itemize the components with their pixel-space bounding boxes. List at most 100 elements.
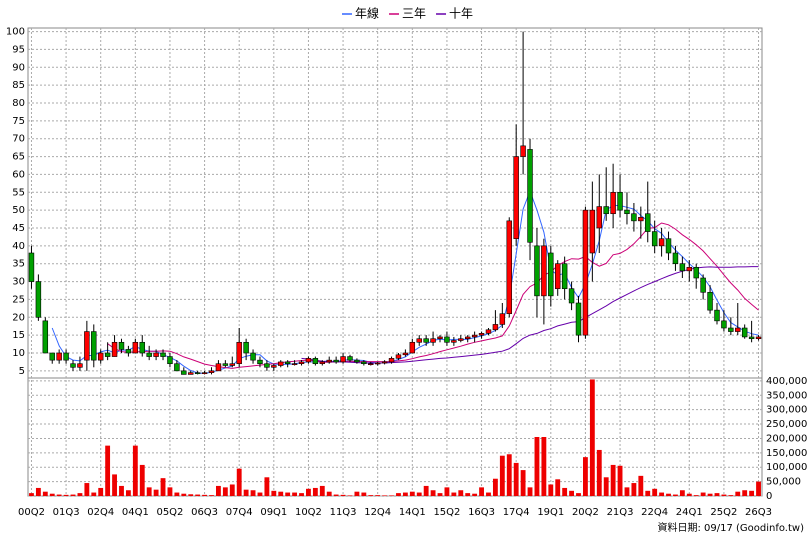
volume-bar — [292, 492, 298, 496]
volume-bar — [63, 494, 69, 496]
candle-body — [257, 359, 263, 365]
volume-bar — [347, 495, 353, 496]
candle-body — [541, 245, 547, 297]
volume-bar — [416, 492, 422, 496]
y-tick-label: 10 — [12, 348, 25, 359]
volume-bar — [548, 484, 554, 496]
volume-bar — [340, 494, 346, 496]
candle-body — [194, 372, 201, 375]
x-tick-label: 26Q3 — [745, 507, 772, 518]
candle-body — [139, 341, 145, 354]
candle-body — [638, 216, 644, 222]
candle-body — [575, 302, 582, 336]
candle-body — [354, 359, 360, 363]
candle-body — [208, 370, 215, 373]
y-tick-label: 65 — [12, 152, 25, 163]
candle-body — [97, 352, 104, 361]
volume-bar — [312, 487, 318, 496]
volume-bar — [693, 495, 699, 496]
volume-bar — [534, 437, 540, 496]
candle-body — [651, 231, 658, 247]
candle-body — [582, 209, 589, 336]
candle-body — [728, 327, 734, 332]
candle-body — [70, 363, 76, 368]
volume-bar — [160, 478, 166, 496]
volume-bar — [756, 481, 761, 496]
volume-bar — [652, 488, 658, 496]
candle-body — [658, 238, 665, 247]
volume-bar — [243, 489, 249, 496]
y-tick-label: 5 — [19, 366, 25, 377]
volume-bar — [513, 462, 519, 496]
candle-body — [291, 363, 298, 366]
candle-body — [451, 340, 457, 343]
candle-body — [77, 363, 83, 368]
volume-bar — [617, 465, 623, 496]
x-tick-label: 14Q1 — [399, 507, 426, 518]
y-tick-label: 70 — [12, 134, 25, 145]
candle-body — [236, 341, 242, 365]
volume-bar — [285, 492, 291, 496]
candle-body — [755, 336, 762, 340]
volume-bar — [333, 494, 339, 496]
volume-bar — [576, 493, 581, 496]
candle-body — [430, 338, 436, 343]
candle-body — [56, 352, 62, 361]
candle-body — [534, 245, 540, 297]
volume-bar — [375, 495, 381, 496]
volume-bar — [506, 454, 512, 496]
y-tick-label: 15 — [12, 330, 25, 341]
candle-body — [181, 370, 187, 375]
x-tick-label: 04Q1 — [122, 507, 149, 518]
candle-body — [686, 266, 693, 272]
volume-bar — [423, 485, 429, 496]
y-tick-label: 30 — [12, 277, 25, 288]
volume-bar — [278, 491, 284, 496]
volume-bar — [271, 490, 277, 496]
volume-bar — [624, 487, 630, 496]
candle-body — [118, 341, 125, 350]
candle-body — [471, 334, 478, 338]
candle-body — [561, 263, 568, 290]
volume-bar — [174, 492, 180, 496]
volume-bar — [42, 491, 48, 496]
candle-body — [478, 333, 485, 336]
candle-body — [665, 238, 672, 254]
x-tick-label: 21Q3 — [607, 507, 634, 518]
volume-bar — [84, 483, 90, 496]
y-tick-label: 95 — [12, 44, 25, 55]
candle-body — [305, 358, 312, 363]
candle-body — [271, 365, 277, 368]
candle-body — [645, 213, 651, 232]
y2-tick-label: 200,000 — [766, 433, 807, 444]
x-tick-label: 07Q4 — [226, 507, 253, 518]
volume-bar — [222, 487, 228, 496]
x-tick-label: 20Q2 — [572, 507, 599, 518]
candle-body — [326, 359, 332, 363]
candle-body — [444, 336, 450, 343]
volume-bar — [125, 490, 131, 496]
candle-body — [589, 209, 596, 254]
volume-bar — [181, 493, 187, 496]
volume-bar — [714, 493, 720, 496]
volume-bar — [659, 492, 665, 496]
volume-bar — [56, 494, 62, 496]
volume-bar — [603, 477, 609, 496]
candle-body — [347, 356, 353, 361]
plot-frame — [27, 27, 763, 497]
volume-bar — [742, 490, 748, 496]
x-tick-label: 11Q3 — [330, 507, 357, 518]
volume-bar — [77, 493, 83, 496]
volume-bar — [527, 487, 533, 496]
y2-tick-label: 50,000 — [766, 477, 801, 488]
candle-body — [264, 363, 270, 368]
volume-bar — [91, 492, 97, 496]
candle-body — [160, 352, 166, 357]
candle-body — [672, 252, 679, 265]
volume-bar — [354, 491, 360, 496]
volume-bar — [167, 487, 173, 496]
y-tick-label: 100 — [6, 27, 25, 38]
candle-body — [312, 358, 319, 365]
